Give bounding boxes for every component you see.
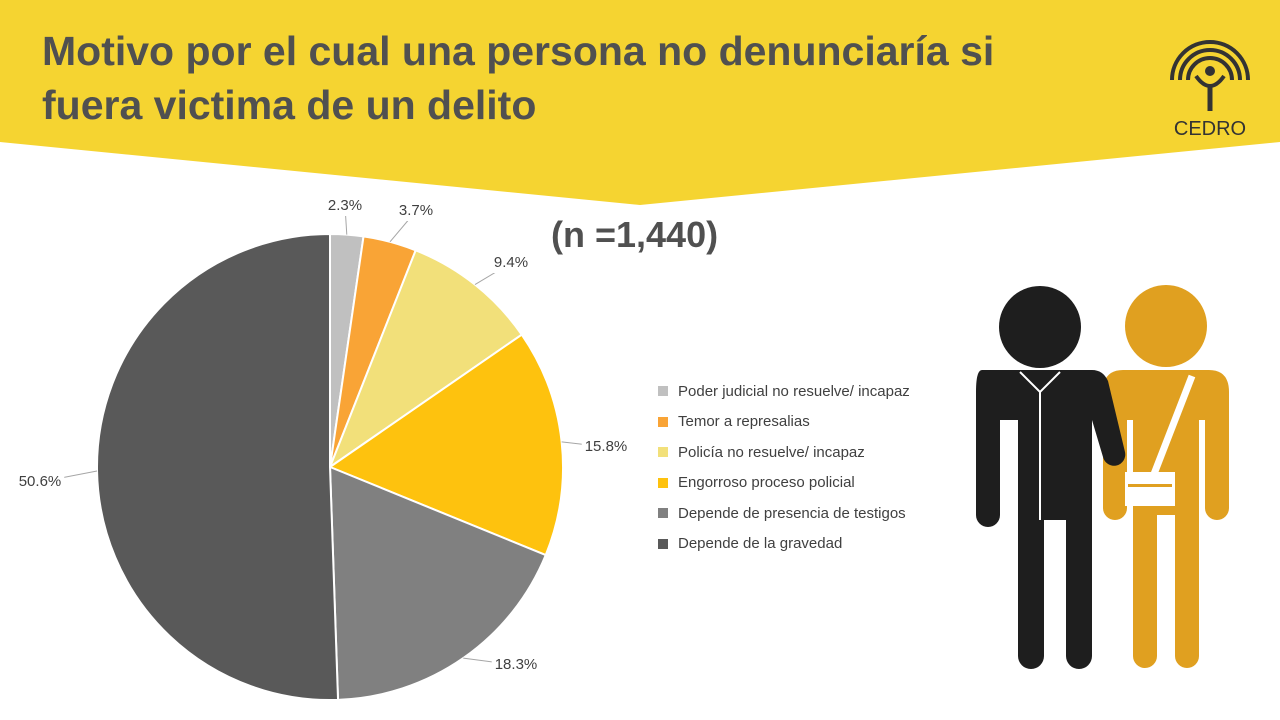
pie-data-label-background bbox=[325, 196, 365, 216]
pie-data-label-background bbox=[491, 655, 541, 675]
legend-swatch bbox=[658, 447, 668, 458]
person-front-icon bbox=[976, 286, 1126, 669]
person-back-icon bbox=[1103, 285, 1229, 668]
logo-text: CEDRO bbox=[1174, 118, 1246, 140]
legend-swatch bbox=[658, 477, 668, 488]
legend-item: Depende de presencia de testigos bbox=[658, 498, 910, 529]
legend-label: Depende de presencia de testigos bbox=[678, 504, 906, 522]
cedro-logo: CEDRO bbox=[1160, 34, 1260, 145]
pie-data-label: 2.3% bbox=[328, 197, 362, 214]
pie-slice bbox=[328, 465, 548, 701]
legend-label: Policía no resuelve/ incapaz bbox=[678, 443, 865, 461]
legend-label: Engorroso proceso policial bbox=[678, 474, 855, 492]
pie-slice bbox=[327, 249, 524, 470]
legend-swatch bbox=[658, 508, 668, 519]
pie-data-label-background bbox=[491, 253, 531, 273]
pie-data-label-background bbox=[15, 472, 65, 492]
bag-icon bbox=[1125, 374, 1196, 506]
pie-data-label-background bbox=[581, 437, 631, 457]
two-people-icon bbox=[976, 285, 1229, 669]
legend-label: Poder judicial no resuelve/ incapaz bbox=[678, 382, 910, 400]
page-title: Motivo por el cual una persona no denunc… bbox=[42, 28, 995, 128]
legend-item: Policía no resuelve/ incapaz bbox=[658, 437, 910, 468]
pie-slices bbox=[96, 232, 564, 701]
cedro-logo-icon: CEDRO bbox=[1170, 40, 1250, 140]
legend-label: Depende de la gravedad bbox=[678, 535, 843, 553]
pie-data-label: 50.6% bbox=[19, 473, 62, 490]
pie-chart: 2.3% 3.7% 9.4% 15.8% 18.3% 50.6% bbox=[15, 196, 631, 701]
pie-data-label: 18.3% bbox=[495, 656, 538, 673]
pie-slice bbox=[327, 333, 564, 557]
legend-swatch bbox=[658, 416, 668, 427]
chart-legend: Poder judicial no resuelve/ incapaz Temor… bbox=[658, 376, 910, 559]
sample-size-label: (n =1,440) bbox=[551, 214, 719, 255]
legend-item: Depende de la gravedad bbox=[658, 529, 910, 560]
title-banner bbox=[0, 0, 1280, 205]
legend-label: Temor a represalias bbox=[678, 413, 810, 431]
legend-item: Engorroso proceso policial bbox=[658, 468, 910, 499]
legend-item: Poder judicial no resuelve/ incapaz bbox=[658, 376, 910, 407]
pie-data-label: 3.7% bbox=[399, 202, 433, 219]
legend-swatch bbox=[658, 386, 668, 397]
legend-swatch bbox=[658, 538, 668, 549]
pie-data-label-background bbox=[396, 201, 436, 221]
pie-data-labels: 2.3% 3.7% 9.4% 15.8% 18.3% 50.6% bbox=[15, 196, 631, 675]
pie-slice bbox=[96, 232, 340, 701]
pie-data-label: 9.4% bbox=[494, 254, 528, 271]
pie-data-label: 15.8% bbox=[585, 438, 628, 455]
legend-item: Temor a represalias bbox=[658, 407, 910, 438]
